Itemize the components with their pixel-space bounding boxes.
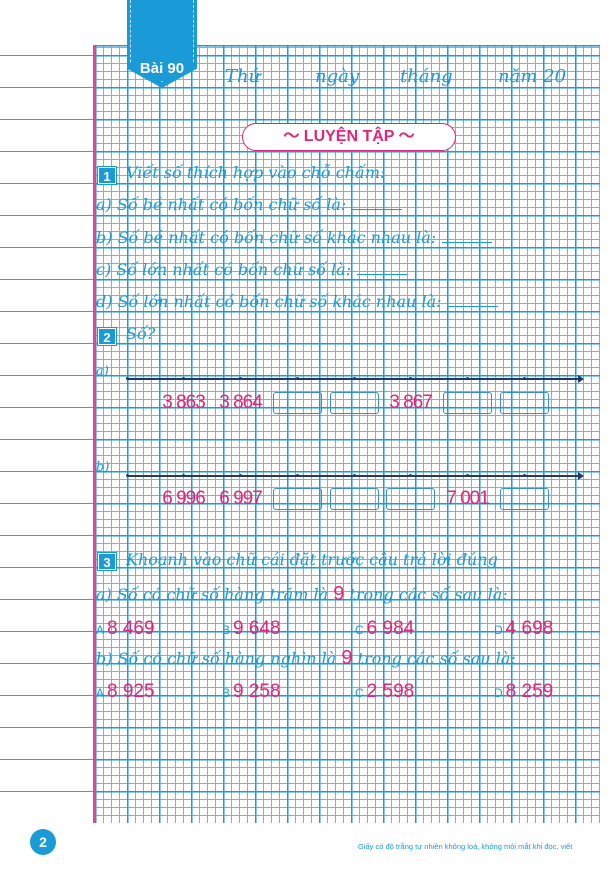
number-label: 3 867 [389,392,433,413]
item-text: d) Số lớn nhất có bốn chữ số khác nhau l… [96,292,442,311]
answer-blank[interactable] [442,242,493,243]
number-line-tick [126,474,129,477]
option-letter[interactable]: D [494,623,503,637]
option-letter[interactable]: A [96,686,105,700]
option-letter[interactable]: A [96,623,105,637]
highlight-digit: 9 [333,583,345,605]
number-label: 6 996 [162,488,206,509]
number-label: 3 864 [219,392,263,413]
date-thang: tháng [400,66,453,87]
number-label: 7 001 [446,488,490,509]
option-value: 8 259 [505,681,554,702]
answer-box[interactable] [330,392,379,414]
exercise-3-number: 3 [97,552,117,571]
exercise-1-number: 1 [97,166,117,185]
number-line-tick [296,377,299,380]
answer-blank[interactable] [447,306,498,307]
number-line-tick [182,474,185,477]
page-number: 2 [30,829,56,855]
number-line-tick [353,377,356,380]
exercise-3-question-a: a) Số có chữ số hàng trăm là 9 trong các… [96,583,508,606]
number-line-tick [239,474,242,477]
answer-box[interactable] [273,392,322,414]
question-text: trong các số sau là: [357,649,516,668]
part-b-label: b) [96,460,110,475]
option-value: 4 698 [505,618,554,639]
exercise-2-number: 2 [97,327,117,346]
date-thu: Thứ [225,66,261,87]
item-text: b) Số bé nhất có bốn chữ số khác nhau là… [96,228,437,247]
notebook-lines [0,55,95,823]
number-line-tick [182,377,185,380]
item-text: a) Số bé nhất có bốn chữ số là: [96,195,347,214]
lesson-tag: Bài 90 [127,0,197,88]
answer-blank[interactable] [357,274,408,275]
option-letter[interactable]: B [222,623,231,637]
option-value: 8 925 [107,681,155,702]
exercise-1-item-c: c) Số lớn nhất có bốn chữ số là: [96,260,408,279]
question-text: a) Số có chữ số hàng trăm là [96,585,329,604]
answer-blank[interactable] [352,209,403,210]
option-letter[interactable]: C [355,686,364,700]
margin-line [93,45,95,823]
number-line-tick [239,377,242,380]
footer-note: Giấy có độ trắng tự nhiên không loá, khô… [358,842,573,851]
option-value: 9 258 [233,681,281,702]
answer-box[interactable] [330,488,379,510]
exercise-3-instruction: Khoanh vào chữ cái đặt trước câu trả lời… [126,550,498,569]
option-value: 8 469 [107,618,155,639]
option-value: 9 648 [233,618,281,639]
exercise-1-item-d: d) Số lớn nhất có bốn chữ số khác nhau l… [96,292,498,311]
number-line-tick [296,474,299,477]
answer-box[interactable] [386,488,435,510]
number-line-tick [409,377,412,380]
number-label: 6 997 [219,488,263,509]
title-text: LUYỆN TẬP [303,128,395,145]
number-line-tick [409,474,412,477]
answer-box[interactable] [273,488,322,510]
answer-box[interactable] [500,392,549,414]
date-ngay: ngày [315,66,360,87]
page-title: 〜 LUYỆN TẬP 〜 [242,123,456,151]
date-nam: năm 20 [498,66,567,87]
answer-box[interactable] [443,392,492,414]
option-letter[interactable]: B [222,686,231,700]
option-letter[interactable]: C [355,623,364,637]
option-value: 6 984 [366,618,415,639]
question-text: b) Số có chữ số hàng nghìn là [96,649,337,668]
answer-box[interactable] [500,488,549,510]
exercise-2-instruction: Số? [126,324,156,343]
exercise-1-item-a: a) Số bé nhất có bốn chữ số là: [96,195,403,214]
item-text: c) Số lớn nhất có bốn chữ số là: [96,260,352,279]
number-label: 3 863 [162,392,206,413]
notebook-grid [95,45,600,823]
number-line-tick [466,377,469,380]
number-line-tick [353,474,356,477]
number-line-tick [523,474,526,477]
number-line-tick [523,377,526,380]
number-line-tick [126,377,129,380]
exercise-1-item-b: b) Số bé nhất có bốn chữ số khác nhau là… [96,228,493,247]
option-letter[interactable]: D [494,686,503,700]
question-text: trong các số sau là: [349,585,508,604]
number-line-tick [466,474,469,477]
option-value: 2 598 [366,681,415,702]
exercise-3-question-b: b) Số có chữ số hàng nghìn là 9 trong cá… [96,647,516,670]
highlight-digit: 9 [341,647,353,669]
exercise-1-instruction: Viết số thích hợp vào chỗ chấm: [126,163,386,182]
part-a-label: a) [96,364,109,379]
